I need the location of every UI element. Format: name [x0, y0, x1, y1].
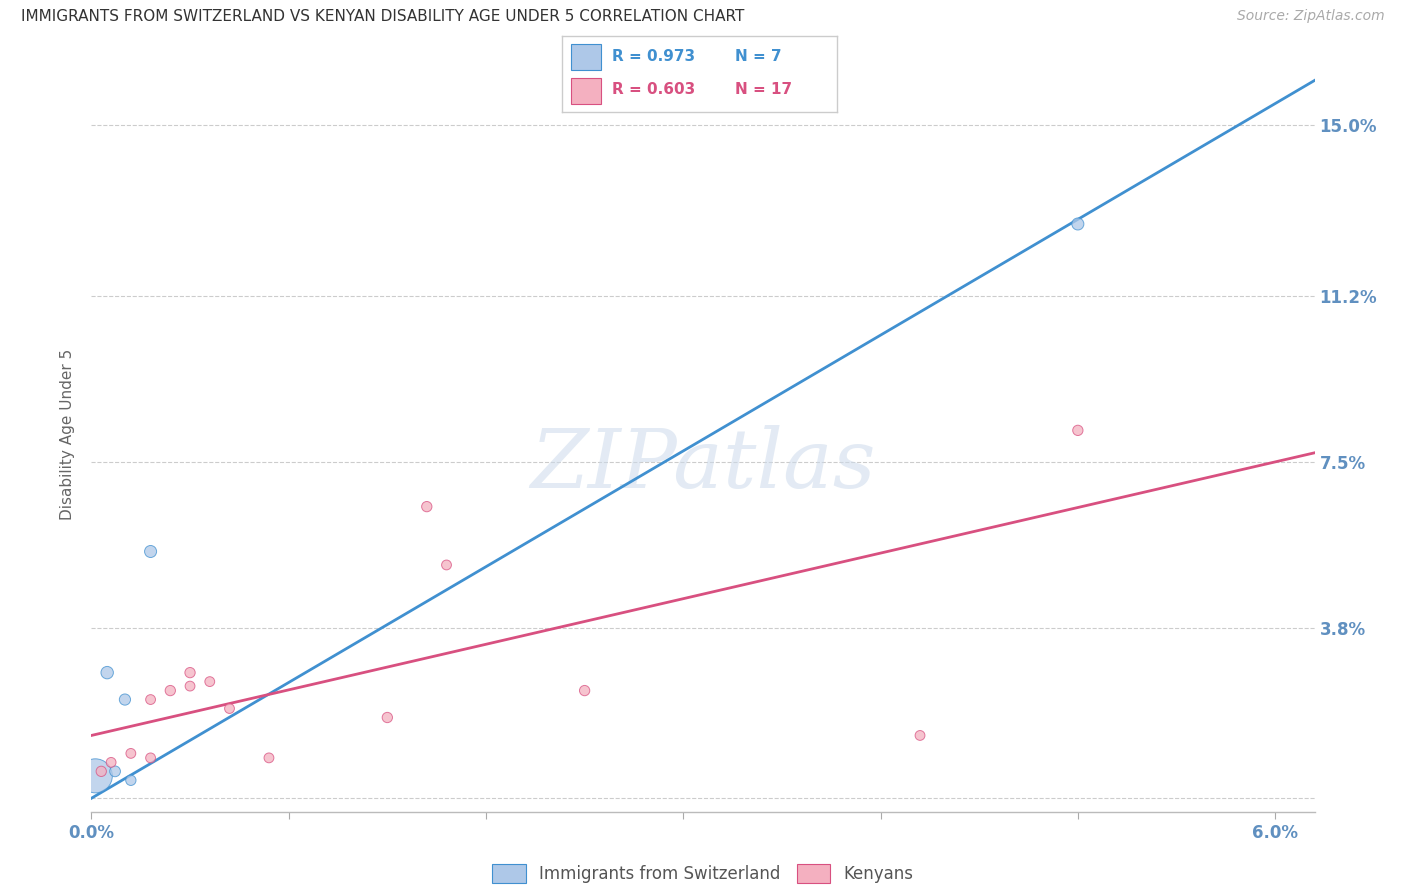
Point — [90, 764, 112, 779]
Text: N = 7: N = 7 — [735, 49, 782, 64]
Point — [120, 773, 142, 788]
FancyBboxPatch shape — [571, 78, 600, 104]
Point — [218, 701, 240, 715]
FancyBboxPatch shape — [571, 44, 600, 70]
Point — [1067, 217, 1090, 231]
Point — [198, 674, 221, 689]
Point — [436, 558, 458, 572]
Point — [139, 692, 162, 706]
Text: R = 0.973: R = 0.973 — [612, 49, 695, 64]
Text: N = 17: N = 17 — [735, 82, 792, 97]
Text: Source: ZipAtlas.com: Source: ZipAtlas.com — [1237, 9, 1385, 23]
Text: ZIPatlas: ZIPatlas — [530, 425, 876, 505]
Point — [120, 747, 142, 761]
Point — [114, 692, 136, 706]
Point — [1067, 423, 1090, 437]
Point — [139, 544, 162, 558]
Point — [908, 728, 931, 742]
Point — [375, 710, 398, 724]
Point — [104, 764, 127, 779]
Point — [96, 665, 118, 680]
Point — [100, 756, 122, 770]
Y-axis label: Disability Age Under 5: Disability Age Under 5 — [60, 350, 76, 520]
Point — [257, 751, 280, 765]
Point — [574, 683, 596, 698]
Point — [159, 683, 181, 698]
Point — [84, 769, 107, 783]
Text: IMMIGRANTS FROM SWITZERLAND VS KENYAN DISABILITY AGE UNDER 5 CORRELATION CHART: IMMIGRANTS FROM SWITZERLAND VS KENYAN DI… — [21, 9, 744, 24]
Point — [416, 500, 439, 514]
Text: R = 0.603: R = 0.603 — [612, 82, 695, 97]
Point — [179, 679, 201, 693]
Point — [139, 751, 162, 765]
Point — [179, 665, 201, 680]
Legend: Immigrants from Switzerland, Kenyans: Immigrants from Switzerland, Kenyans — [485, 857, 921, 890]
